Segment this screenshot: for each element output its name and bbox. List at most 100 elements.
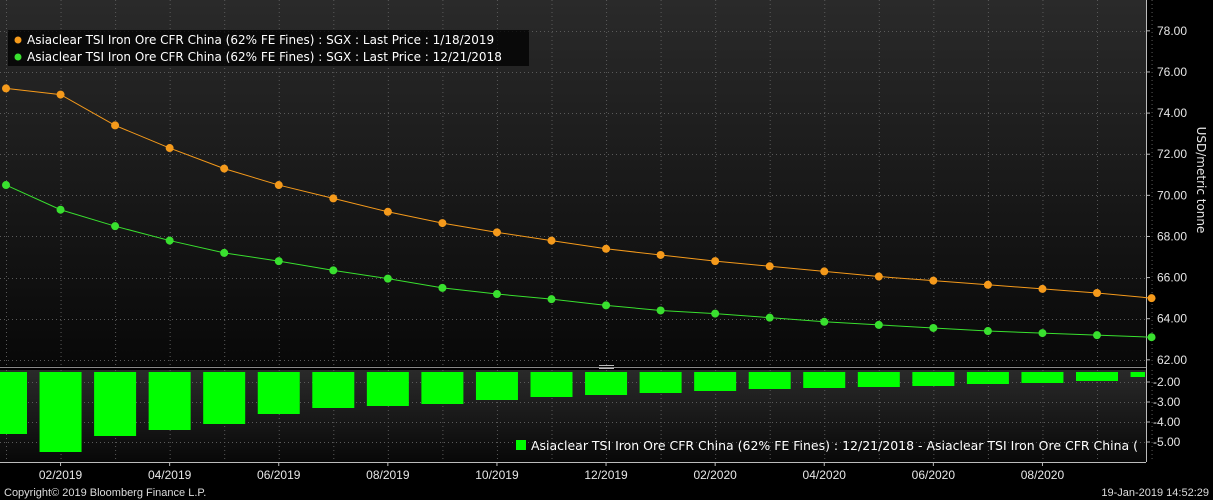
x-tick-label: 04/2020 <box>803 468 847 482</box>
difference-bar <box>421 372 464 404</box>
series-1-point <box>274 181 283 190</box>
series-line-1 <box>5 87 1152 299</box>
series-2-point <box>547 295 556 304</box>
legend: Asiaclear TSI Iron Ore CFR China (62% FE… <box>8 30 529 66</box>
y-tick-label: 70.00 <box>1157 188 1187 202</box>
series-2-point <box>711 309 720 318</box>
difference-bar <box>803 372 846 388</box>
series-lines <box>2 84 1156 342</box>
series-1-point <box>1147 294 1156 303</box>
series-2-point <box>602 301 611 310</box>
diff-y-tick-label: -3.00 <box>1153 395 1181 409</box>
series-1-point <box>547 236 556 245</box>
series-2-point <box>765 313 774 322</box>
series-1-point <box>711 257 720 266</box>
series-2-point <box>1093 331 1101 340</box>
x-tick-label: 10/2019 <box>475 468 519 482</box>
series-1-point <box>983 280 992 289</box>
difference-bar <box>1076 372 1118 381</box>
diff-y-tick-label: -2.00 <box>1153 375 1181 389</box>
difference-bar <box>257 372 300 414</box>
y-tick-label: 64.00 <box>1157 312 1187 326</box>
difference-bar <box>0 372 27 434</box>
series-2-point <box>983 327 992 336</box>
difference-bar <box>366 372 409 406</box>
y-tick-label: 74.00 <box>1157 106 1187 120</box>
series-2-point <box>56 205 65 214</box>
series-2-point <box>111 222 120 231</box>
difference-bar <box>639 372 682 393</box>
series-1-point <box>492 228 501 237</box>
series-1-point <box>438 219 447 228</box>
difference-bar <box>585 372 628 395</box>
difference-bar <box>1130 372 1145 377</box>
series-1-point <box>1038 284 1047 293</box>
y-tick-labels: 62.00 64.00 66.00 68.00 70.00 72.00 74.00 76.00… <box>1146 24 1187 449</box>
legend-background <box>8 30 529 66</box>
series-1-point <box>111 121 120 130</box>
series-2-point <box>220 248 229 257</box>
legend-marker-series-2 <box>14 53 22 61</box>
series-2-point <box>1147 333 1156 342</box>
difference-bar <box>912 372 955 386</box>
legend-marker-series-1 <box>14 36 22 44</box>
timestamp-text: 19-Jan-2019 14:52:29 <box>1101 487 1209 499</box>
x-tick-label: 08/2019 <box>366 468 410 482</box>
difference-bar <box>966 372 1009 384</box>
series-2-point <box>874 320 883 329</box>
difference-bar <box>748 372 791 389</box>
y-tick-label: 78.00 <box>1157 24 1187 38</box>
difference-legend-marker <box>516 440 526 450</box>
series-1-point <box>1093 289 1101 298</box>
y-tick-label: 66.00 <box>1157 271 1187 285</box>
series-1-point <box>820 267 829 276</box>
difference-legend-label: Asiaclear TSI Iron Ore CFR China (62% FE… <box>531 439 1138 453</box>
difference-legend: Asiaclear TSI Iron Ore CFR China (62% FE… <box>516 439 1138 453</box>
series-2-point <box>492 290 501 299</box>
x-tick-label: 06/2019 <box>257 468 301 482</box>
series-1-point <box>874 272 883 281</box>
series-2-point <box>329 266 338 275</box>
difference-bar <box>148 372 191 430</box>
series-2-point <box>274 257 283 266</box>
legend-label-series-1: Asiaclear TSI Iron Ore CFR China (62% FE… <box>27 33 494 47</box>
y-tick-label: 62.00 <box>1157 353 1187 367</box>
series-2-point <box>656 306 665 315</box>
diff-y-tick-label: -5.00 <box>1153 435 1181 449</box>
series-2-point <box>2 181 10 190</box>
series-line-2 <box>5 184 1152 338</box>
series-1-point <box>165 144 174 153</box>
series-1-point <box>383 207 392 216</box>
series-1-point <box>56 90 65 99</box>
difference-bars <box>0 372 1145 452</box>
difference-plot-area <box>0 370 1146 462</box>
difference-bar <box>312 372 355 408</box>
y-tick-label: 76.00 <box>1157 65 1187 79</box>
copyright-text: Copyright© 2019 Bloomberg Finance L.P. <box>4 487 206 499</box>
series-2-point <box>165 236 174 245</box>
x-tick-label: 02/2020 <box>693 468 737 482</box>
difference-bar <box>1021 372 1064 383</box>
series-1-point <box>220 164 229 173</box>
series-1-point <box>929 276 938 285</box>
series-1-point <box>656 250 665 259</box>
y-axis-label: USD/metric tonne <box>1194 127 1208 234</box>
y-tick-label: 72.00 <box>1157 147 1187 161</box>
y-tick-label: 68.00 <box>1157 229 1187 243</box>
grid-layer <box>0 0 1153 462</box>
series-2-point <box>820 317 829 326</box>
series-2-point <box>438 283 447 292</box>
panel-resize-handle[interactable] <box>599 365 614 369</box>
difference-bar <box>203 372 246 424</box>
x-tick-label: 06/2020 <box>912 468 956 482</box>
difference-bar <box>39 372 82 452</box>
legend-label-series-2: Asiaclear TSI Iron Ore CFR China (62% FE… <box>27 50 502 64</box>
difference-bar <box>694 372 737 391</box>
series-1-point <box>329 194 338 203</box>
series-2-point <box>1038 329 1047 338</box>
x-tick-label: 08/2020 <box>1021 468 1065 482</box>
series-2-point <box>383 274 392 283</box>
x-tick-labels: 02/2019 04/2019 06/2019 08/2019 10/2019 12/20… <box>39 462 1065 482</box>
difference-bar <box>857 372 900 387</box>
